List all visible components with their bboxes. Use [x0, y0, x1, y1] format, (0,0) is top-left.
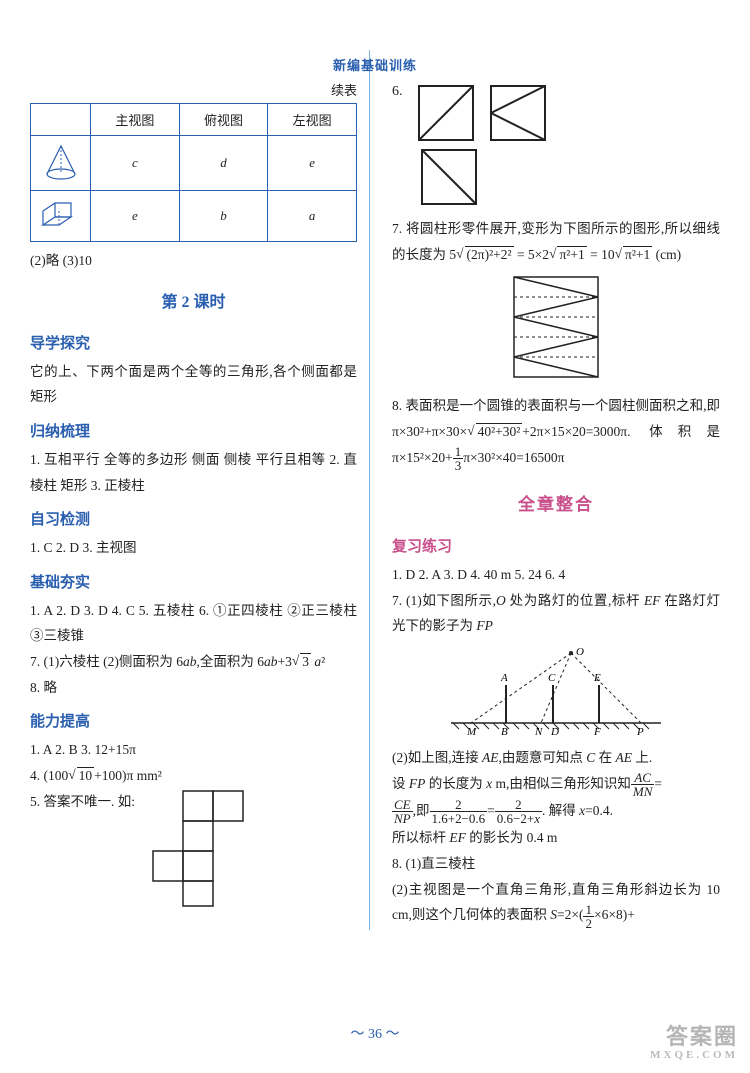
cell: a	[268, 191, 357, 242]
guina-body: 1. 互相平行 全等的多边形 侧面 侧棱 平行且相等 2. 直棱柱 矩形 3. …	[30, 447, 357, 498]
cell: d	[179, 136, 268, 191]
q5-text: 5. 答案不唯一. 如:	[30, 789, 135, 815]
fuxi-q7-2b: 设 FP 的长度为 x m,由相似三角形知识知ACMN=	[392, 771, 720, 798]
lamp-figure: O A C E M B N D F P	[392, 645, 720, 735]
fuxi-q8-1: 8. (1)直三棱柱	[392, 851, 720, 877]
jichu-line1: 1. A 2. D 3. D 4. C 5. 五棱柱 6. ①正四棱柱 ②正三棱…	[30, 598, 357, 649]
cell: b	[179, 191, 268, 242]
lesson-2-title: 第 2 课时	[30, 288, 357, 312]
table-row: c d e	[31, 136, 357, 191]
square-diag-2-icon	[420, 148, 478, 206]
svg-text:A: A	[500, 672, 508, 684]
views-table: 主视图 俯视图 左视图 c d e	[30, 103, 357, 242]
daoxue-head: 导学探究	[30, 332, 357, 353]
zixi-body: 1. C 2. D 3. 主视图	[30, 535, 357, 561]
label-O: O	[576, 646, 584, 658]
shape-prism-cell	[31, 191, 91, 242]
lamp-diagram-icon: O A C E M B N D F P	[441, 645, 671, 735]
jichu-line7: 7. (1)六棱柱 (2)侧面积为 6ab,全面积为 6ab+33 a²	[30, 649, 357, 675]
q6-row-2	[392, 148, 720, 206]
q6-row: 6.	[392, 84, 720, 142]
jichu-head: 基础夯实	[30, 571, 357, 592]
right-column: 6. 7. 将圆柱形零件展开,变形为下图所示的图形,所以细线的长度为 5(2π)…	[380, 50, 720, 930]
q7-figure	[392, 273, 720, 383]
square-k-icon	[489, 84, 547, 142]
fuxi-q7-2c: CENP,即21.6+2−0.6=20.6−2+x. 解得 x=0.4.	[392, 798, 720, 825]
q8-text: 8. 表面积是一个圆锥的表面积与一个圆柱侧面积之和,即 π×30²+π×30×4…	[392, 393, 720, 472]
continued-label: 续表	[30, 80, 357, 99]
square-diag-1-icon	[417, 84, 475, 142]
fuxi-q8-2: (2)主视图是一个直角三角形,直角三角形斜边长为 10 cm,则这个几何体的表面…	[392, 877, 720, 930]
th-main: 主视图	[91, 104, 180, 136]
daoxue-body: 它的上、下两个面是两个全等的三角形,各个侧面都是矩形	[30, 359, 357, 410]
fuxi-q7-2e: 所以标杆 EF 的影长为 0.4 m	[392, 825, 720, 851]
nengli-line4: 4. (10010+100)π mm²	[30, 763, 357, 789]
fuxi-q7-1: 7. (1)如下图所示,O 处为路灯的位置,标杆 EF 在路灯灯光下的影子为 F…	[392, 588, 720, 639]
svg-text:C: C	[548, 672, 556, 684]
jichu-line8: 8. 略	[30, 675, 357, 701]
svg-text:P: P	[636, 726, 644, 735]
shape-cone-cell	[31, 136, 91, 191]
answer-2-3: (2)略 (3)10	[30, 248, 357, 274]
page-header-title: 新编基础训练	[333, 55, 417, 74]
guina-head: 归纳梳理	[30, 420, 357, 441]
nengli-head: 能力提高	[30, 710, 357, 731]
svg-text:E: E	[593, 672, 601, 684]
svg-text:F: F	[593, 726, 601, 735]
cell: e	[268, 136, 357, 191]
fuxi-line1: 1. D 2. A 3. D 4. 40 m 5. 24 6. 4	[392, 562, 720, 588]
nengli-line5: 5. 答案不唯一. 如:	[30, 789, 357, 909]
net-figure-icon	[143, 789, 253, 909]
th-left: 左视图	[268, 104, 357, 136]
fuxi-head: 复习练习	[392, 535, 720, 556]
watermark-main: 答案圈	[666, 1024, 738, 1049]
svg-text:D: D	[550, 726, 559, 735]
cell: c	[91, 136, 180, 191]
cone-icon	[41, 142, 81, 180]
svg-text:B: B	[501, 726, 508, 735]
svg-text:N: N	[534, 726, 543, 735]
cell: e	[91, 191, 180, 242]
prism-icon	[39, 197, 83, 231]
zixi-head: 自习检测	[30, 508, 357, 529]
q6-label: 6.	[392, 84, 403, 100]
fuxi-q7-2a: (2)如上图,连接 AE,由题意可知点 C 在 AE 上.	[392, 745, 720, 771]
watermark: 答案圈 MXQE.COM	[650, 1025, 738, 1061]
page-number: 36	[351, 1023, 400, 1043]
page-content: 续表 主视图 俯视图 左视图 c d e	[0, 0, 750, 950]
th-blank	[31, 104, 91, 136]
left-column: 续表 主视图 俯视图 左视图 c d e	[30, 50, 370, 930]
chapter-integration-title: 全章整合	[392, 490, 720, 515]
nengli-line1: 1. A 2. B 3. 12+15π	[30, 737, 357, 763]
table-header-row: 主视图 俯视图 左视图	[31, 104, 357, 136]
q7-text: 7. 将圆柱形零件展开,变形为下图所示的图形,所以细线的长度为 5(2π)²+2…	[392, 216, 720, 267]
th-top: 俯视图	[179, 104, 268, 136]
watermark-sub: MXQE.COM	[650, 1049, 738, 1061]
svg-text:M: M	[466, 726, 477, 735]
table-row: e b a	[31, 191, 357, 242]
unrolled-cylinder-icon	[506, 273, 606, 383]
